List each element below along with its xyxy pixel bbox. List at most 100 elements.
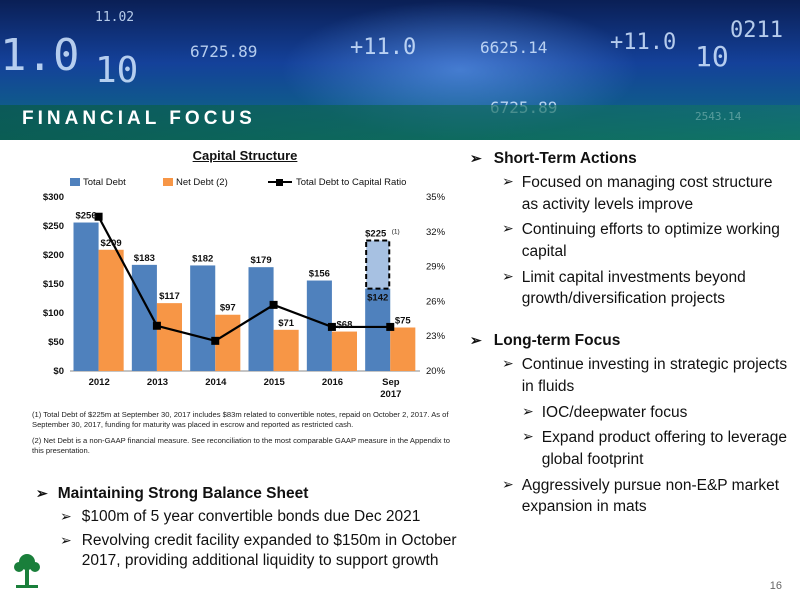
y-right-tick-label: 32%	[426, 227, 446, 238]
bar-total-debt	[365, 288, 391, 371]
list-item-text: IOC/deepwater focus	[541, 403, 688, 421]
capital-structure-chart: Capital Structure Total Debt Net Debt (2…	[30, 145, 460, 410]
ratio-point	[269, 300, 278, 309]
data-label-total-debt: $225	[365, 229, 387, 240]
bar-total-debt	[73, 222, 99, 371]
list-item-text: $100m of 5 year convertible bonds due De…	[81, 508, 421, 525]
list-item: ➢ Limit capital investments beyond growt…	[502, 267, 790, 310]
y-left-tick-label: $300	[43, 192, 64, 203]
bar-total-debt	[190, 265, 216, 371]
short-term-heading-row: ➢ Short-Term Actions	[470, 150, 790, 168]
balance-sheet-heading: Maintaining Strong Balance Sheet	[57, 485, 309, 502]
y-right-tick-label: 29%	[426, 262, 446, 273]
legend-net-debt-label: Net Debt (2)	[176, 177, 228, 188]
bars	[73, 222, 416, 371]
arrow-bullet-icon: ➢	[60, 508, 72, 524]
balance-sheet-bullets: ➢ Maintaining Strong Balance Sheet ➢ $10…	[36, 485, 466, 571]
list-item-text: Focused on managing cost structure as ac…	[521, 174, 773, 213]
list-item-text: Aggressively pursue non-E&P market expan…	[521, 476, 780, 516]
legend-total-debt-label: Total Debt	[83, 177, 126, 188]
bar-net-debt	[215, 314, 241, 371]
list-item: ➢ Focused on managing cost structure as …	[502, 172, 790, 215]
x-tick-label: 2015	[264, 377, 286, 388]
data-label-total-debt: $183	[134, 253, 155, 264]
arrow-bullet-icon: ➢	[522, 402, 534, 419]
list-item: ➢ Aggressively pursue non-E&P market exp…	[502, 475, 790, 518]
y-axis-left: $0 $50 $100 $150 $200 $250 $300	[43, 192, 64, 377]
legend-net-debt-swatch	[163, 178, 173, 186]
data-label-solid-debt: $142	[367, 293, 388, 304]
list-item-text: Limit capital investments beyond growth/…	[521, 268, 746, 308]
data-label-net-debt: $97	[220, 303, 236, 314]
list-item-text: Continue investing in strategic projects…	[521, 356, 788, 395]
list-item: ➢ Continuing efforts to optimize working…	[502, 219, 790, 262]
arrow-bullet-icon: ➢	[502, 267, 514, 284]
data-label-net-debt: $209	[101, 238, 122, 249]
legend-total-debt-swatch	[70, 178, 80, 186]
section-title: FINANCIAL FOCUS	[22, 108, 256, 129]
chart-title: Capital Structure	[192, 148, 298, 163]
arrow-bullet-icon: ➢	[36, 485, 48, 501]
y-left-tick-label: $50	[48, 337, 64, 348]
x-tick-label: Sep	[382, 377, 400, 388]
arrow-bullet-icon: ➢	[60, 532, 72, 549]
list-item: ➢ IOC/deepwater focus	[522, 402, 790, 424]
bar-net-debt	[331, 331, 357, 371]
legend-ratio-marker	[276, 179, 283, 186]
x-tick-label: 2014	[205, 377, 227, 388]
bar-total-debt	[248, 267, 274, 371]
list-item-text: Revolving credit facility expanded to $1…	[81, 532, 457, 570]
data-label-net-debt: $71	[278, 318, 295, 329]
long-term-heading-row: ➢ Long-term Focus	[470, 332, 790, 350]
y-right-tick-label: 20%	[426, 366, 446, 377]
arrow-bullet-icon: ➢	[522, 428, 534, 445]
company-logo-icon	[14, 554, 40, 588]
header-banner: 1.0 10 11.02 6725.89 +11.0 6625.14 +11.0…	[0, 0, 800, 140]
footnote-1: (1) Total Debt of $225m at September 30,…	[32, 410, 449, 430]
data-labels: $256 $209 $183 $117 $182 $97 $179 $71 $156 $68 $22…	[75, 211, 411, 331]
ratio-point	[327, 322, 336, 331]
list-item: ➢ Continue investing in strategic projec…	[502, 354, 790, 397]
ratio-point	[211, 336, 220, 345]
x-tick-label: 2012	[89, 377, 110, 388]
x-tick-label-line2: 2017	[380, 389, 401, 400]
x-tick-label: 2016	[322, 377, 343, 388]
footnote-marker: (1)	[392, 229, 400, 236]
data-label-net-debt: $75	[395, 316, 412, 327]
short-term-heading: Short-Term Actions	[493, 150, 637, 167]
data-label-total-debt: $156	[309, 269, 330, 280]
page-number: 16	[769, 580, 782, 592]
legend: Total Debt Net Debt (2) Total Debt to Ca…	[70, 177, 406, 188]
arrow-bullet-icon: ➢	[502, 173, 514, 189]
arrow-bullet-icon: ➢	[470, 150, 482, 166]
list-item-text: Continuing efforts to optimize working c…	[521, 221, 780, 261]
y-right-tick-label: 23%	[426, 331, 446, 342]
ratio-line-path	[97, 216, 391, 343]
long-term-heading: Long-term Focus	[493, 332, 621, 350]
chart-svg: Total Debt Net Debt (2) Total Debt to Ca…	[43, 177, 446, 400]
list-item-text: Expand product offering to leverage glob…	[541, 429, 788, 468]
data-label-total-debt: $182	[192, 253, 213, 264]
bar-net-debt	[156, 303, 182, 371]
y-left-tick-label: $100	[43, 308, 64, 319]
list-item: ➢ Revolving credit facility expanded to …	[60, 531, 466, 571]
bar-net-debt	[390, 327, 416, 371]
ratio-point	[94, 212, 103, 221]
ratio-line	[94, 212, 395, 345]
list-item: ➢ Expand product offering to leverage gl…	[522, 427, 790, 470]
bar-net-debt	[98, 249, 124, 371]
ratio-point	[386, 322, 395, 331]
y-left-tick-label: $200	[43, 250, 64, 261]
y-left-tick-label: $150	[43, 279, 64, 290]
y-left-tick-label: $250	[43, 221, 64, 232]
legend-ratio-label: Total Debt to Capital Ratio	[296, 177, 406, 188]
arrow-bullet-icon: ➢	[502, 220, 514, 237]
footnote-2: (2) Net Debt is a non-GAAP financial mea…	[32, 435, 451, 455]
arrow-bullet-icon: ➢	[502, 355, 514, 372]
bar-total-debt-convertible	[365, 239, 391, 290]
y-left-tick-label: $0	[53, 366, 64, 377]
data-label-total-debt: $256	[75, 211, 96, 222]
y-axis-right: 20% 23% 26% 29% 32% 35%	[426, 192, 446, 377]
arrow-bullet-icon: ➢	[470, 332, 482, 349]
